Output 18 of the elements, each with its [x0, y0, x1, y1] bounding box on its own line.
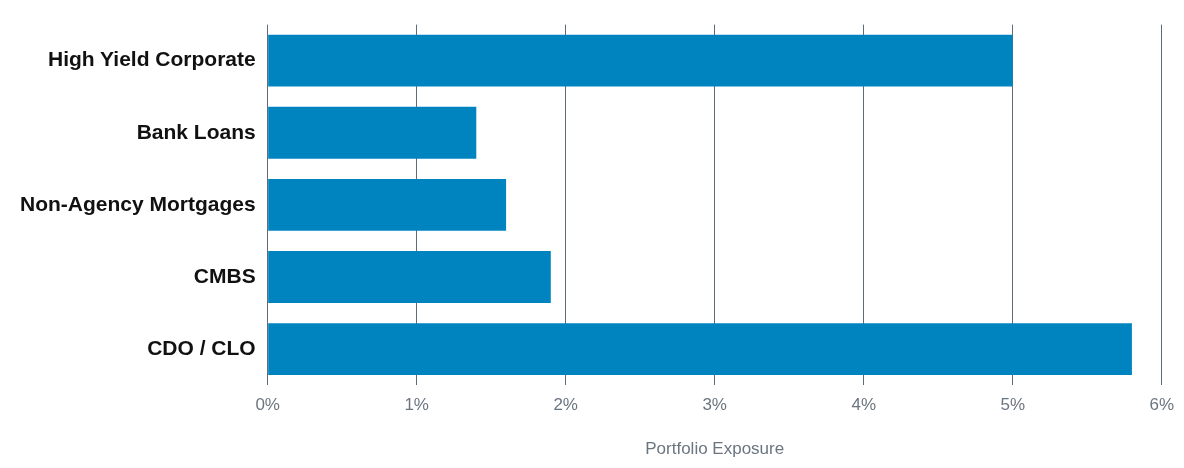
x-tick-label: 3%: [702, 395, 727, 415]
bar: [268, 34, 1013, 87]
y-tick-label: CDO / CLO: [147, 335, 256, 359]
x-tick-label: 1%: [404, 395, 429, 415]
x-axis-title: Portfolio Exposure: [645, 439, 785, 459]
x-tick-label: 6%: [1149, 395, 1174, 415]
x-tick-label: 2%: [553, 395, 578, 415]
bar: [268, 178, 507, 231]
bar: [268, 323, 1132, 376]
x-tick-label: 0%: [255, 395, 280, 415]
x-tick-label: 5%: [1000, 395, 1025, 415]
bar: [268, 106, 477, 159]
bar: [268, 251, 551, 303]
x-tick-label: 4%: [851, 395, 876, 415]
y-tick-label: Non-Agency Mortgages: [20, 191, 256, 215]
y-tick-label: Bank Loans: [136, 119, 256, 143]
y-tick-label: CMBS: [193, 263, 256, 287]
y-tick-label: High Yield Corporate: [47, 47, 256, 71]
